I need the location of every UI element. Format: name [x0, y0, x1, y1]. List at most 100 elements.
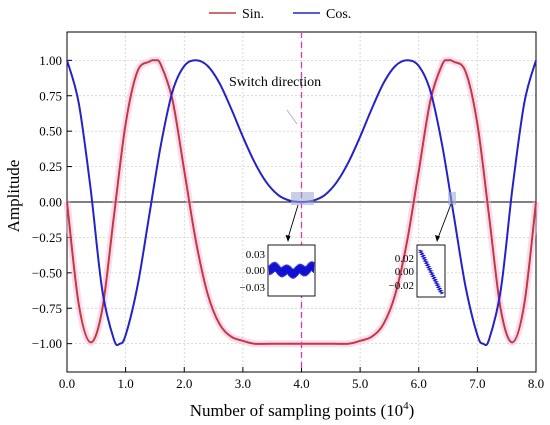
data-point-sin-7	[148, 61, 150, 63]
data-point-sin-12	[195, 241, 197, 243]
data-point-cos-27	[371, 107, 373, 110]
inset-2-tick-top: 0.02	[395, 253, 414, 265]
data-point-cos-0	[66, 59, 68, 61]
y-axis-label: Amplitude	[4, 160, 23, 233]
legend: Sin. Cos.	[209, 7, 351, 22]
data-point-sin-27	[418, 170, 420, 172]
data-point-cos-11	[183, 65, 185, 67]
x-tick-label-1: 1.0	[118, 376, 134, 391]
data-point-sin-23	[371, 335, 373, 338]
data-point-cos-37	[482, 343, 484, 345]
data-point-cos-8	[148, 215, 150, 217]
data-point-sin-35	[500, 309, 502, 311]
zoom-arrow-2-head	[435, 235, 440, 242]
data-point-sin-22	[359, 340, 361, 342]
data-point-cos-18	[265, 181, 267, 183]
data-point-cos-42	[535, 59, 537, 61]
data-point-cos-26	[359, 136, 361, 138]
x-tick-label-5: 5.0	[352, 376, 368, 391]
data-point-cos-34	[453, 215, 455, 217]
inset-zoom-2: 0.02 0.00 −0.02	[389, 244, 446, 298]
data-point-sin-17	[254, 343, 256, 345]
data-point-sin-0	[66, 201, 68, 203]
data-point-cos-5	[119, 343, 121, 345]
inset-1-tick-bottom: −0.03	[240, 282, 266, 294]
data-point-sin-2	[89, 341, 92, 343]
data-point-cos-7	[136, 286, 138, 288]
x-axis-label: Number of sampling points (104)	[190, 400, 415, 420]
data-point-sin-37	[523, 303, 525, 305]
data-point-cos-1	[78, 102, 80, 104]
data-point-sin-8	[154, 59, 156, 61]
zoom-region-2	[448, 192, 456, 205]
data-point-sin-16	[242, 340, 244, 342]
zoom-arrow-1-head	[285, 235, 291, 242]
y-tick-label-6: −0.50	[32, 265, 62, 280]
data-point-cos-35	[465, 286, 467, 288]
data-point-sin-34	[488, 215, 490, 217]
data-point-cos-40	[511, 187, 514, 189]
data-point-sin-3	[101, 309, 103, 311]
x-tick-label-3: 3.0	[235, 376, 251, 391]
data-point-sin-26	[406, 241, 408, 243]
data-point-sin-20	[324, 343, 326, 345]
x-tick-label-0: 0.0	[59, 376, 75, 391]
data-point-sin-29	[441, 63, 443, 66]
data-point-cos-12	[195, 59, 197, 61]
data-point-sin-36	[511, 341, 514, 343]
data-point-sin-25	[394, 293, 396, 295]
data-point-cos-4	[113, 338, 115, 341]
data-point-sin-21	[347, 343, 349, 345]
data-point-cos-13	[207, 65, 209, 67]
data-point-cos-31	[418, 65, 420, 67]
zoom-arrow-2	[437, 203, 452, 239]
data-point-sin-4	[113, 215, 115, 217]
y-tick-label-4: 0.00	[39, 195, 62, 210]
inset-1-tick-mid: 0.00	[246, 265, 266, 277]
x-tick-label-6: 6.0	[411, 376, 427, 391]
data-point-sin-38	[535, 201, 537, 203]
data-point-sin-33	[476, 123, 478, 125]
data-point-cos-23	[324, 194, 326, 196]
data-point-cos-3	[101, 289, 103, 291]
data-point-sin-5	[125, 123, 127, 125]
data-point-cos-29	[394, 65, 396, 67]
y-tick-label-8: −1.00	[32, 336, 62, 351]
x-tick-label-7: 7.0	[469, 376, 485, 391]
data-point-cos-38	[488, 338, 490, 341]
switch-direction-label: Switch direction	[229, 75, 321, 90]
x-axis-label-main: Number of sampling points (10	[190, 401, 403, 420]
inset-2-tick-bottom: −0.02	[389, 280, 414, 292]
y-tick-label-3: 0.25	[39, 159, 62, 174]
data-point-sin-15	[230, 335, 232, 338]
data-point-sin-30	[447, 59, 449, 61]
data-point-cos-41	[523, 102, 525, 104]
data-point-cos-33	[441, 144, 443, 146]
x-axis-label-close: )	[409, 401, 415, 420]
data-point-cos-24	[336, 181, 338, 183]
data-point-cos-15	[230, 107, 232, 110]
y-tick-label-5: −0.25	[32, 230, 62, 245]
data-point-cos-6	[125, 334, 127, 336]
data-point-cos-32	[429, 90, 432, 93]
data-point-sin-1	[78, 303, 80, 305]
data-point-sin-32	[465, 71, 467, 73]
inset-2-trace	[418, 249, 445, 295]
legend-label-sin: Sin.	[242, 7, 264, 22]
data-point-cos-17	[254, 161, 256, 163]
inset-zoom-1: 0.03 0.00 −0.03	[240, 244, 316, 297]
data-point-cos-25	[347, 161, 349, 163]
data-point-sin-28	[429, 99, 432, 101]
zoom-region-1	[291, 192, 314, 205]
x-tick-label-8: 8.0	[528, 376, 544, 391]
data-point-sin-31	[453, 61, 455, 63]
x-tick-label-4: 4.0	[293, 376, 309, 391]
data-point-cos-36	[476, 334, 478, 336]
data-point-cos-9	[160, 144, 162, 146]
y-tick-label-2: 0.50	[39, 124, 62, 139]
y-tick-label-7: −0.75	[32, 301, 62, 316]
y-tick-label-1: 0.75	[39, 88, 62, 103]
data-point-cos-14	[218, 82, 221, 84]
